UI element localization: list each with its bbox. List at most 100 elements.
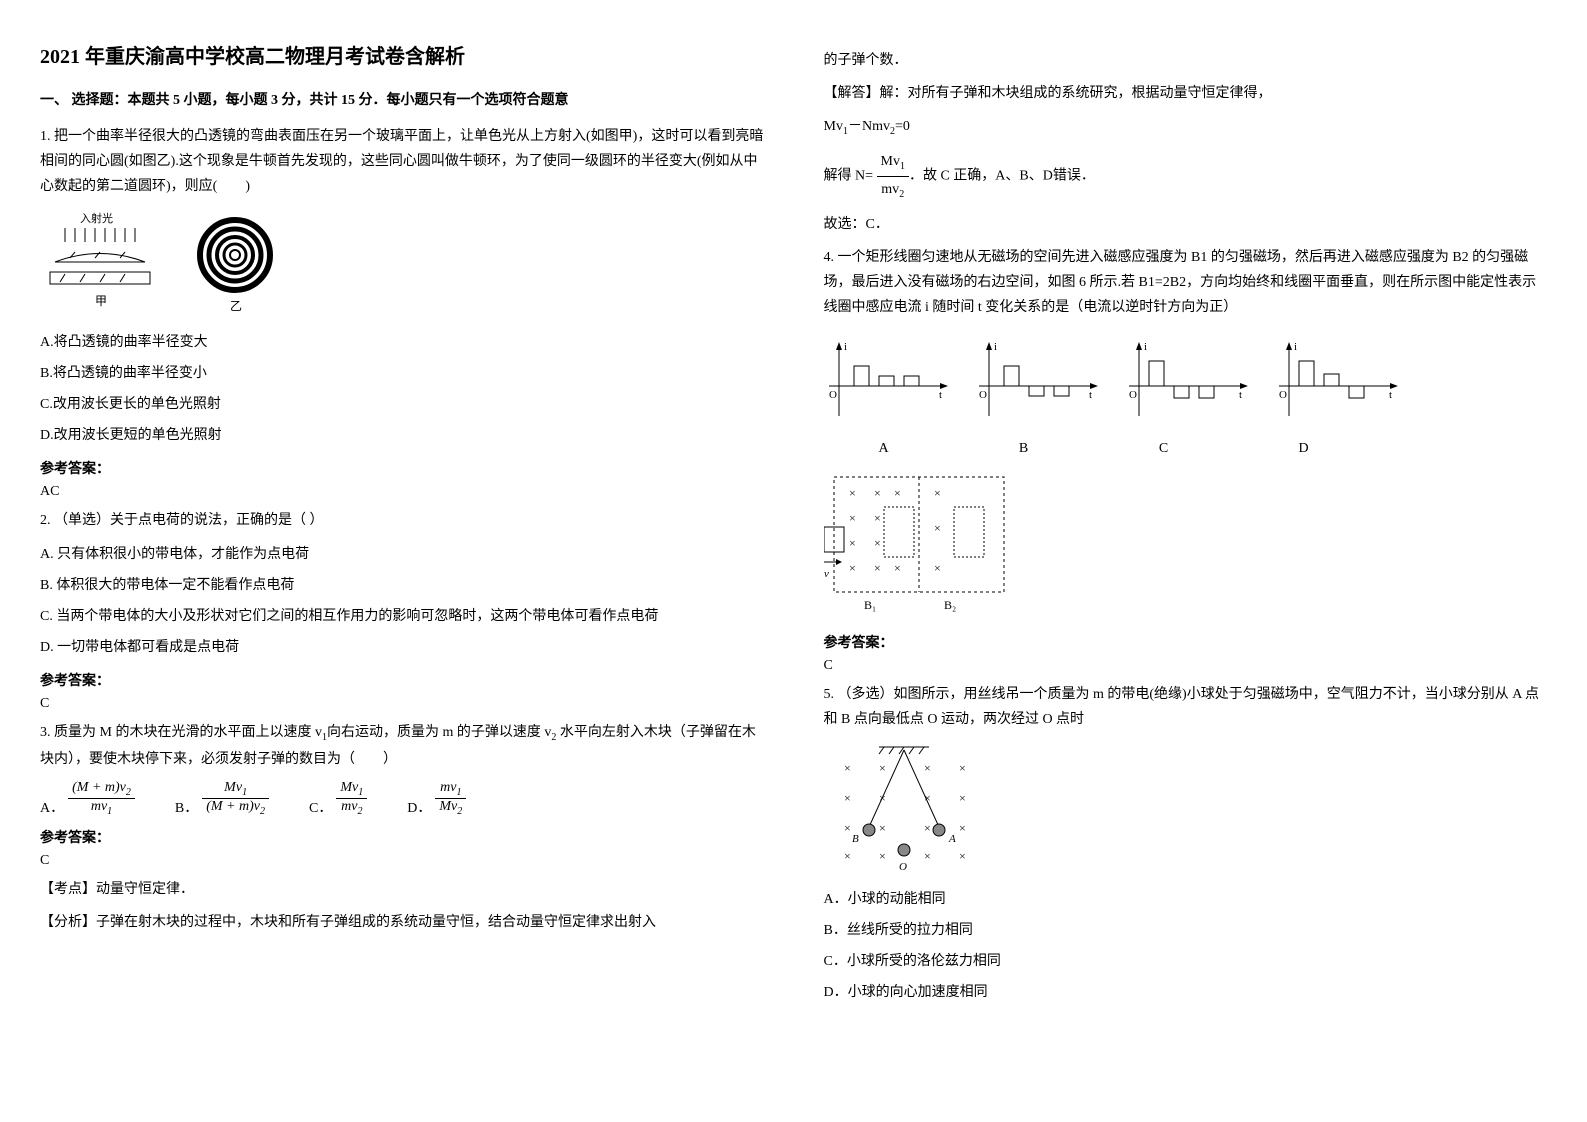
q2-option-c: C. 当两个带电体的大小及形状对它们之间的相互作用力的影响可忽略时，这两个带电体…	[40, 604, 764, 629]
page-title: 2021 年重庆渝高中学校高二物理月考试卷含解析	[40, 40, 764, 69]
diagram-label-b: 乙	[230, 299, 242, 313]
eq1-c: =0	[895, 119, 910, 134]
q1-option-b: B.将凸透镜的曲率半径变小	[40, 361, 764, 386]
svg-text:×: ×	[844, 849, 851, 863]
q2-option-d: D. 一切带电体都可看成是点电荷	[40, 635, 764, 660]
svg-text:×: ×	[934, 486, 941, 500]
incident-light-label: 入射光	[80, 211, 113, 225]
label-b: B	[964, 441, 1084, 457]
svg-text:×: ×	[924, 761, 931, 775]
q5-option-d: D．小球的向心加速度相同	[824, 980, 1548, 1005]
axis-t: t	[939, 389, 942, 401]
q3-option-c: C． Mv1mv2	[309, 780, 367, 817]
svg-text:×: ×	[849, 511, 856, 525]
axis-o: O	[829, 389, 837, 401]
q4-chart-c: i t O	[1124, 336, 1254, 426]
axis-o: O	[979, 389, 987, 401]
q1-diagram-lens: 入射光 甲	[40, 210, 160, 320]
svg-text:×: ×	[844, 791, 851, 805]
svg-text:×: ×	[959, 849, 966, 863]
svg-text:×: ×	[874, 561, 881, 575]
q3-stem-a: 3. 质量为 M 的木块在光滑的水平面上以速度 v	[40, 725, 322, 740]
right-column: 的子弹个数． 【解答】解：对所有子弹和木块组成的系统研究，根据动量守恒定律得， …	[824, 40, 1548, 1012]
q1-answer: AC	[40, 484, 764, 500]
q1-answer-label: 参考答案：	[40, 458, 764, 478]
q3-answer: C	[40, 853, 764, 869]
left-column: 2021 年重庆渝高中学校高二物理月考试卷含解析 一、 选择题：本题共 5 小题…	[40, 40, 764, 1012]
q5-option-a: A．小球的动能相同	[824, 887, 1548, 912]
q3-option-a: A． (M + m)v2mv1	[40, 780, 135, 817]
b2-label: B₂	[944, 598, 956, 612]
q1-option-c: C.改用波长更长的单色光照射	[40, 392, 764, 417]
q3-cont: 的子弹个数．	[824, 48, 1548, 73]
q2-option-b: B. 体积很大的带电体一定不能看作点电荷	[40, 573, 764, 598]
axis-i: i	[1294, 341, 1297, 353]
q5-a-label: A	[948, 833, 956, 845]
svg-text:×: ×	[934, 561, 941, 575]
q3-stem-b: 向右运动，质量为 m 的子弹以速度 v	[327, 725, 551, 740]
q2-answer: C	[40, 696, 764, 712]
section-heading: 一、 选择题：本题共 5 小题，每小题 3 分，共计 15 分．每小题只有一个选…	[40, 89, 764, 109]
axis-o: O	[1279, 389, 1287, 401]
svg-text:×: ×	[849, 561, 856, 575]
q4-charts: i t O i t O i	[824, 336, 1548, 426]
q1-stem: 1. 把一个曲率半径很大的凸透镜的弯曲表面压在另一个玻璃平面上，让单色光从上方射…	[40, 124, 764, 200]
q3-stem: 3. 质量为 M 的木块在光滑的水平面上以速度 v1向右运动，质量为 m 的子弹…	[40, 720, 764, 772]
q2-answer-label: 参考答案：	[40, 670, 764, 690]
svg-text:×: ×	[959, 791, 966, 805]
q5-diagram: ×××× ×××× ×××× ×××× B A O	[824, 742, 1548, 877]
axis-i: i	[1144, 341, 1147, 353]
svg-text:×: ×	[879, 821, 886, 835]
axis-t: t	[1089, 389, 1092, 401]
svg-text:×: ×	[879, 849, 886, 863]
q1-option-a: A.将凸透镜的曲率半径变大	[40, 330, 764, 355]
svg-text:×: ×	[849, 486, 856, 500]
eq1-b: －Nmv	[848, 119, 890, 134]
q3-option-b: B． Mv1(M + m)v2	[175, 780, 269, 817]
q5-option-c: C．小球所受的洛伦兹力相同	[824, 949, 1548, 974]
q5-stem: 5. （多选）如图所示，用丝线吊一个质量为 m 的带电(绝缘)小球处于匀强磁场中…	[824, 682, 1548, 732]
q2-option-a: A. 只有体积很小的带电体，才能作为点电荷	[40, 542, 764, 567]
q4-answer-label: 参考答案：	[824, 632, 1548, 652]
q2-stem: 2. （单选）关于点电荷的说法，正确的是（ ）	[40, 508, 764, 533]
q4-chart-d: i t O	[1274, 336, 1404, 426]
svg-text:×: ×	[894, 486, 901, 500]
q3-option-d: D． mv1Mv2	[407, 780, 466, 817]
q3-analysis: 【分析】子弹在射木块的过程中，木块和所有子弹组成的系统动量守恒，结合动量守恒定律…	[40, 910, 764, 935]
eq2-b: ．故 C 正确，A、B、D错误．	[909, 169, 1095, 184]
q3-eq1: Mv1－Nmv2=0	[824, 114, 1548, 141]
eq2-a: 解得 N=	[824, 169, 877, 184]
q3-eq2: 解得 N= Mv1mv2．故 C 正确，A、B、D错误．	[824, 149, 1548, 204]
q3-solve-label: 【解答】解：对所有子弹和木块组成的系统研究，根据动量守恒定律得，	[824, 81, 1548, 106]
opt-b-label: B．	[175, 797, 198, 817]
opt-c-label: C．	[309, 797, 332, 817]
q3-answer-label: 参考答案：	[40, 827, 764, 847]
q4-field-diagram: ××× ×× ×× ××× × × × v B₁ B	[824, 467, 1548, 622]
svg-text:×: ×	[959, 821, 966, 835]
axis-t: t	[1239, 389, 1242, 401]
svg-text:×: ×	[924, 821, 931, 835]
svg-text:×: ×	[924, 791, 931, 805]
svg-text:×: ×	[849, 536, 856, 550]
q5-option-b: B．丝线所受的拉力相同	[824, 918, 1548, 943]
q3-choose: 故选：C．	[824, 212, 1548, 237]
svg-text:×: ×	[844, 761, 851, 775]
q1-option-d: D.改用波长更短的单色光照射	[40, 423, 764, 448]
q5-o-label: O	[899, 861, 907, 872]
q4-chart-labels: A B C D	[824, 441, 1548, 457]
opt-d-label: D．	[407, 797, 431, 817]
q1-diagram: 入射光 甲	[40, 210, 764, 320]
b1-label: B₁	[864, 598, 876, 612]
axis-i: i	[844, 341, 847, 353]
v-label: v	[824, 568, 829, 580]
q5-b-label: B	[852, 833, 859, 845]
q1-diagram-rings: 乙	[190, 210, 290, 320]
svg-text:×: ×	[874, 486, 881, 500]
svg-text:×: ×	[894, 561, 901, 575]
q3-analysis-label: 【考点】动量守恒定律．	[40, 877, 764, 902]
opt-a-label: A．	[40, 797, 64, 817]
svg-text:×: ×	[934, 521, 941, 535]
q3-options: A． (M + m)v2mv1 B． Mv1(M + m)v2 C． Mv1mv…	[40, 780, 764, 817]
svg-text:×: ×	[879, 761, 886, 775]
axis-o: O	[1129, 389, 1137, 401]
